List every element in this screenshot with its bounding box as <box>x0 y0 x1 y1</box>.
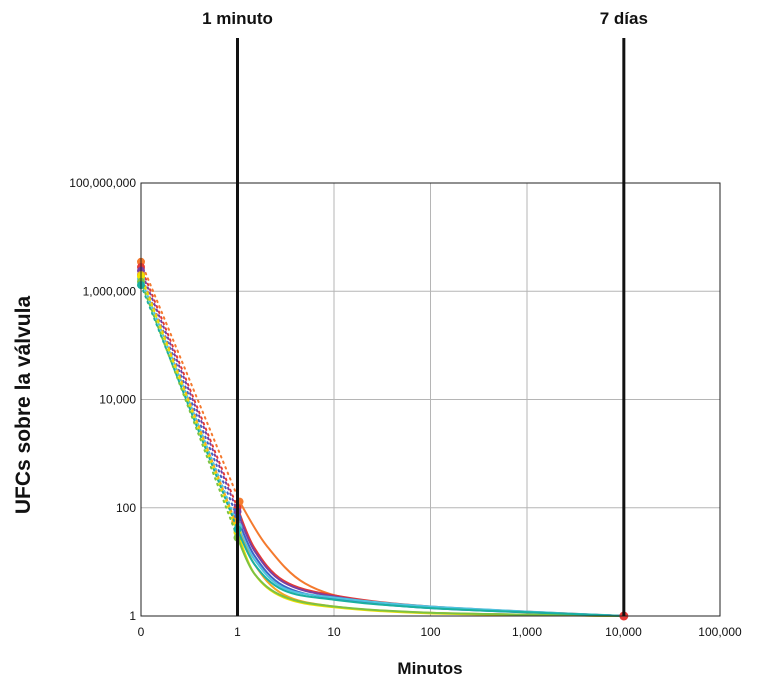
marker-label-2: 7 días <box>600 9 648 28</box>
series-drop-dotted-line <box>140 284 239 531</box>
series-drop-dotted-line <box>140 275 239 534</box>
marker-label-1: 1 minuto <box>202 9 273 28</box>
x-tick-label: 100,000 <box>698 625 742 639</box>
y-tick-label: 100 <box>116 501 136 515</box>
x-tick-label: 1,000 <box>512 625 542 639</box>
x-tick-labels: 0 1 10 100 1,000 10,000 100,000 <box>138 625 742 639</box>
plot-frame <box>140 182 721 617</box>
x-tick-label: 1 <box>234 625 241 639</box>
y-tick-labels: 1 100 10,000 1,000,000 100,000,000 <box>69 176 136 623</box>
y-tick-label: 100,000,000 <box>69 176 136 190</box>
y-tick-label: 1 <box>129 609 136 623</box>
series-drop-dotted-line <box>140 269 239 513</box>
marker-lines: 1 minuto 7 días <box>202 9 648 616</box>
series-drop-dotted-line <box>140 266 239 509</box>
x-axis-label: Minutos <box>397 659 462 678</box>
series-drop-dotted-line <box>140 260 241 503</box>
x-tick-label: 100 <box>420 625 440 639</box>
series-drop-dotted-line <box>140 280 239 539</box>
y-tick-label: 1,000,000 <box>83 284 137 298</box>
y-tick-label: 10,000 <box>99 393 136 407</box>
series-decay-line <box>236 528 624 617</box>
x-tick-label: 10 <box>327 625 341 639</box>
y-axis-label: UFCs sobre la válvula <box>12 296 35 515</box>
x-tick-label: 10,000 <box>605 625 642 639</box>
series-decay-line <box>236 537 624 617</box>
x-tick-label: 0 <box>138 625 145 639</box>
